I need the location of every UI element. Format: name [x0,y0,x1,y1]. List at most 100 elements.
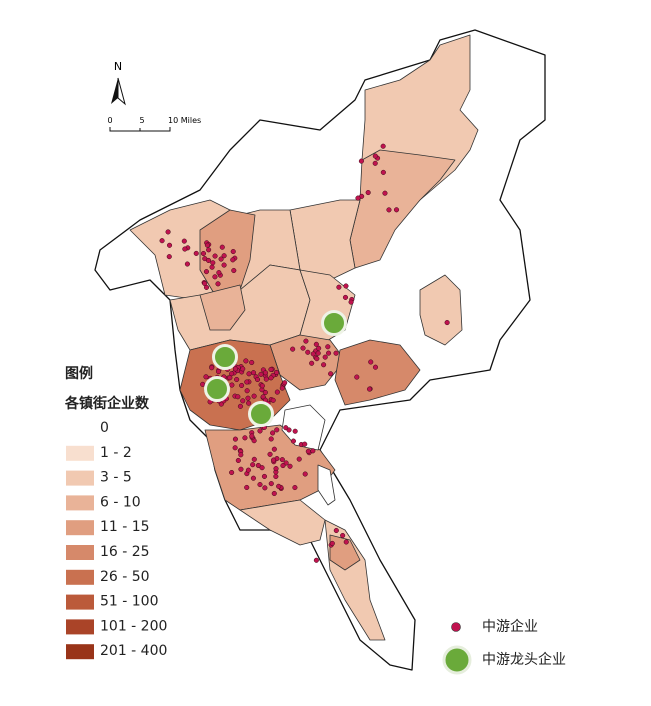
enterprise-dot [300,345,306,351]
region [419,274,463,346]
enterprise-dot [368,359,374,365]
leader-layer [204,310,347,427]
enterprise-dot [444,320,450,326]
enterprise-dot [165,229,171,235]
enterprise-dot [262,485,268,491]
enterprise-dot [268,366,274,373]
leader-enterprise [321,310,347,336]
enterprise-dot [249,433,255,439]
enterprise-dot [305,349,311,355]
enterprise-dot [229,382,235,388]
leader-enterprise [248,401,274,427]
enterprise-dot [215,281,221,287]
enterprise-dot [333,350,339,356]
enterprise-dot [366,386,373,392]
legend-point-label: 中游企业 [482,618,538,635]
enterprise-dot [239,382,245,389]
enterprise-dot [231,267,237,274]
enterprise-dot [218,256,224,262]
enterprise-dot [348,299,354,305]
enterprise-dot [244,379,250,385]
arrow-half [111,78,118,104]
enterprise-dot [292,428,298,434]
legend-label: 3 - 5 [100,470,132,486]
enterprise-dot [202,280,208,286]
enterprise-dot [365,190,371,196]
enterprise-dot [326,350,332,356]
enterprise-dot [250,475,256,481]
enterprise-dot [380,143,386,149]
enterprise-dot [254,376,261,383]
legend-swatch [66,445,94,461]
enterprise-dot [216,270,222,276]
enterprise-dot [245,395,251,401]
enterprise-dot [280,463,286,469]
legend-swatch [66,619,94,635]
enterprise-dot [393,207,400,213]
enterprise-dot [182,246,188,252]
enterprise-dot [242,435,248,441]
region [199,284,246,331]
enterprise-dot [355,195,361,201]
legend-swatch [66,545,94,560]
scale-label: 10 Miles [168,116,201,125]
enterprise-dot [273,369,280,376]
enterprise-dot [343,283,349,289]
leader-enterprise [204,376,230,402]
enterprise-dot [302,471,308,477]
enterprise-dot [273,473,279,480]
legend-swatch [66,421,94,436]
enterprise-dot [246,371,252,377]
enterprise-dot [302,441,308,447]
enterprise-dot [372,364,379,370]
enterprise-dot [273,466,279,472]
north-label: N [114,60,122,73]
enterprise-dot [244,484,250,491]
enterprise-dot [310,351,316,357]
enterprise-dot [316,345,322,351]
enterprise-dot [313,341,319,347]
enterprise-dot [209,365,215,371]
enterprise-dot [268,375,274,381]
enterprise-dot [250,462,256,468]
legend-label: 16 - 25 [100,544,150,560]
legend-point-symbol [442,645,472,675]
enterprise-dot [193,250,199,256]
enterprise-dot [205,257,212,263]
enterprise-dot [279,457,285,463]
leader-enterprise [212,344,238,370]
enterprise-dot [215,369,222,375]
legend-label: 0 [100,420,109,436]
enterprise-dot [270,457,277,463]
enterprise-dot [268,436,274,442]
legend-swatch [66,470,94,486]
enterprise-dot [245,467,251,473]
enterprise-dot [232,445,238,451]
enterprise-dot [310,448,316,454]
enterprise-dot [276,483,282,489]
enterprise-dot [238,466,244,472]
enterprise-dot [287,463,293,469]
region [329,534,361,571]
enterprise-dot [274,389,280,395]
enterprise-dot [258,371,264,377]
scale-label: 5 [139,116,144,125]
enterprise-dot [343,539,349,545]
legend-swatch [66,594,94,610]
enterprise-dot [259,383,265,389]
enterprise-dot [270,397,276,403]
river [317,464,336,506]
enterprise-dot [230,248,236,255]
region [289,199,361,281]
enterprise-dot [279,385,285,391]
enterprise-dot [240,366,246,372]
enterprise-dot [283,425,289,431]
enterprise-dot [257,428,263,434]
enterprise-dot [219,244,225,250]
enterprise-dot [166,254,172,260]
legend-label: 101 - 200 [100,618,167,634]
legend-label: 201 - 400 [100,643,167,659]
enterprise-dot [181,238,187,244]
enterprise-dot [321,362,327,368]
enterprise-dot [203,269,209,275]
